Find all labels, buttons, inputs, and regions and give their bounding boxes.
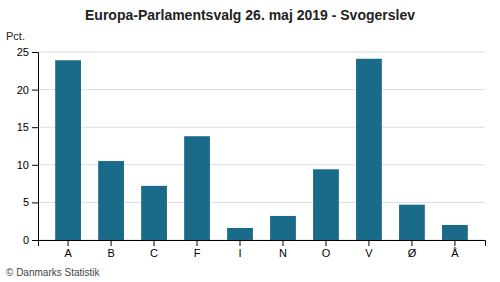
x-tick: N bbox=[279, 240, 287, 259]
y-label: Pct. bbox=[6, 30, 25, 42]
tick-label: O bbox=[322, 247, 331, 259]
tick-label: B bbox=[107, 247, 114, 259]
y-tick: 15 bbox=[17, 121, 38, 133]
x-tick: A bbox=[64, 240, 72, 259]
y-tick: 10 bbox=[17, 159, 38, 171]
tick-label: 15 bbox=[17, 121, 29, 133]
tick-mark bbox=[32, 202, 38, 203]
tick-label: Å bbox=[451, 247, 459, 259]
bar bbox=[356, 59, 382, 240]
grid bbox=[38, 52, 485, 240]
axis-line bbox=[39, 241, 486, 247]
tick-mark bbox=[411, 240, 412, 246]
x-tick: Å bbox=[451, 240, 459, 259]
y-axis: 0 5 10 15 20 25 bbox=[17, 46, 39, 246]
x-tick: Ø bbox=[408, 240, 417, 259]
x-tick: O bbox=[322, 240, 331, 259]
bar bbox=[141, 186, 167, 240]
tick-mark bbox=[68, 240, 69, 246]
x-tick: I bbox=[238, 240, 241, 259]
tick-mark bbox=[154, 240, 155, 246]
plot: A B C F I N O V Ø Å 0 5 10 15 20 25 bbox=[17, 46, 486, 259]
bar bbox=[270, 216, 296, 240]
x-axis: ABCFINOVØÅ bbox=[39, 240, 486, 259]
tick-mark bbox=[454, 240, 455, 246]
bar bbox=[184, 136, 210, 240]
grid-line bbox=[38, 127, 485, 128]
bar bbox=[227, 228, 253, 240]
tick-mark bbox=[32, 52, 38, 53]
tick-label: N bbox=[279, 247, 287, 259]
tick-mark bbox=[32, 90, 38, 91]
y-tick: 0 bbox=[23, 234, 38, 246]
tick-label: 25 bbox=[17, 46, 29, 58]
tick-label: Ø bbox=[408, 247, 417, 259]
tick-mark bbox=[282, 240, 283, 246]
tick-label: C bbox=[150, 247, 158, 259]
title: Europa-Parlamentsvalg 26. maj 2019 - Svo… bbox=[85, 7, 415, 23]
x-tick: C bbox=[150, 240, 158, 259]
chart: Europa-Parlamentsvalg 26. maj 2019 - Svo… bbox=[0, 0, 500, 282]
tick-mark bbox=[240, 240, 241, 246]
tick-mark bbox=[111, 240, 112, 246]
tick-mark bbox=[368, 240, 369, 246]
tick-label: 0 bbox=[23, 234, 29, 246]
footer: © Danmarks Statistik bbox=[6, 267, 101, 278]
bar bbox=[98, 161, 124, 240]
tick-label: F bbox=[194, 247, 201, 259]
bar bbox=[55, 60, 81, 240]
tick-label: V bbox=[365, 247, 373, 259]
tick-mark bbox=[32, 240, 38, 241]
tick-label: 10 bbox=[17, 159, 29, 171]
axis-line bbox=[32, 53, 39, 241]
tick-label: A bbox=[64, 247, 72, 259]
x-tick: V bbox=[365, 240, 373, 259]
tick-mark bbox=[32, 127, 38, 128]
bar bbox=[399, 205, 425, 240]
grid-line bbox=[38, 52, 485, 53]
bar bbox=[442, 225, 468, 240]
bar bbox=[313, 169, 339, 240]
x-tick: B bbox=[107, 240, 114, 259]
y-tick: 20 bbox=[17, 84, 38, 96]
x-tick: F bbox=[194, 240, 201, 259]
tick-label: 5 bbox=[23, 196, 29, 208]
tick-mark bbox=[325, 240, 326, 246]
y-tick: 25 bbox=[17, 46, 38, 58]
tick-mark bbox=[197, 240, 198, 246]
tick-mark bbox=[32, 165, 38, 166]
tick-label: I bbox=[238, 247, 241, 259]
grid-line bbox=[38, 89, 485, 90]
y-tick: 5 bbox=[23, 196, 38, 208]
bars bbox=[55, 59, 468, 240]
tick-label: 20 bbox=[17, 84, 29, 96]
